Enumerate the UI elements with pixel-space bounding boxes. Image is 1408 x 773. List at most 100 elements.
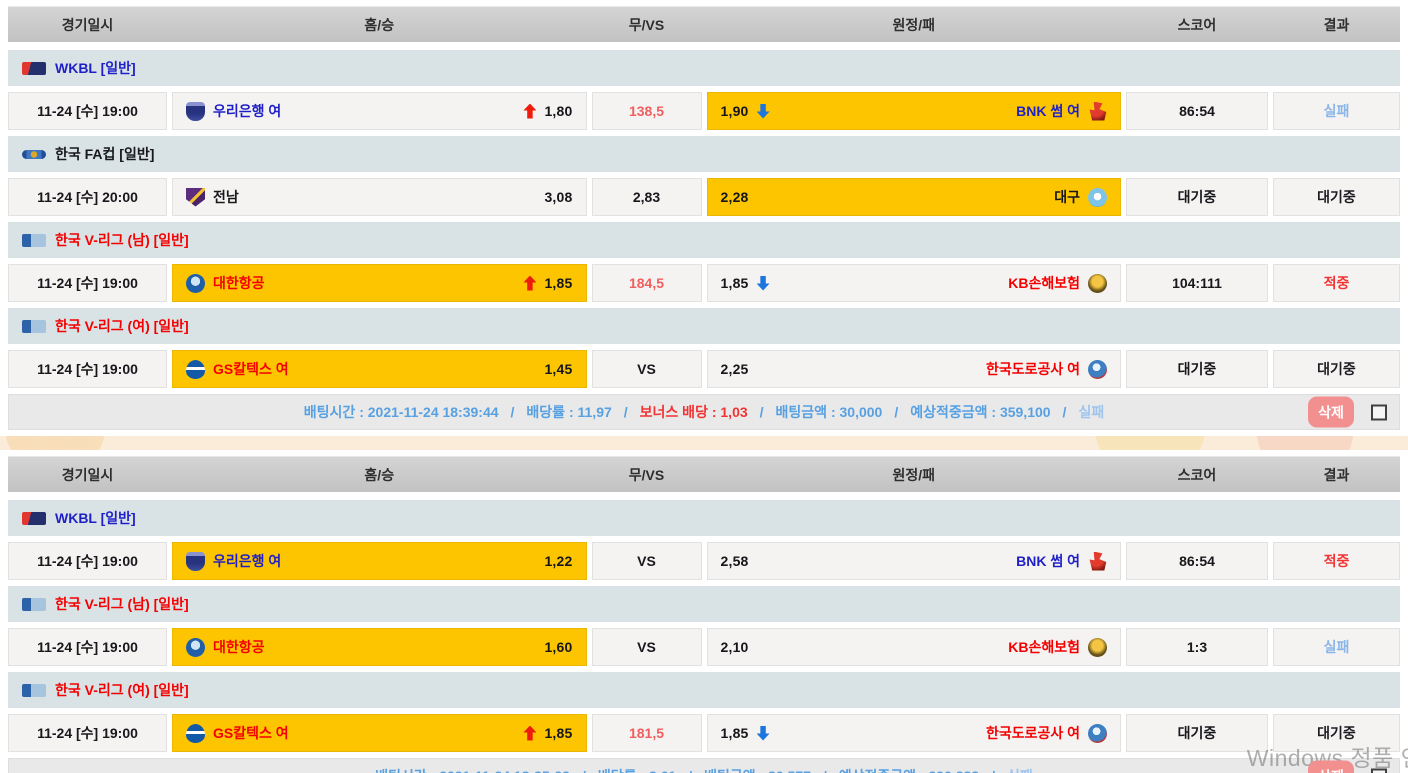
away-bet-cell: 1,85 KB손해보험	[706, 264, 1121, 302]
league-header: 한국 V-리그 (남) [일반]	[8, 222, 1400, 258]
result-cell: 적중	[1273, 542, 1400, 580]
odds-trend-arrow-icon	[756, 725, 770, 741]
home-team-logo-icon	[186, 273, 205, 293]
expected-winnings: 예상적중금액 : 359,100	[910, 404, 1051, 420]
bonus-odds: 보너스 배당 : 1,03	[639, 404, 748, 420]
result-cell: 대기중	[1273, 714, 1400, 752]
match-datetime: 11-24 [수] 20:00	[8, 178, 167, 216]
wkbl-league-icon	[22, 61, 46, 75]
match-datetime: 11-24 [수] 19:00	[8, 714, 167, 752]
bet-result-status: 실패	[1078, 404, 1105, 420]
home-team-logo-icon	[186, 551, 205, 571]
col-header-home: 홈/승	[364, 466, 395, 483]
bet-slip-card: 경기일시 홈/승 무/VS 원정/패 스코어 결과 WKBL [일반] 11-2…	[0, 0, 1408, 436]
score-cell: 대기중	[1126, 178, 1268, 216]
col-header-score: 스코어	[1177, 16, 1217, 33]
delete-button[interactable]: 삭제	[1308, 396, 1354, 428]
v-league-icon	[22, 233, 46, 247]
delete-select-checkbox[interactable]	[1371, 768, 1387, 773]
home-odds: 1,22	[544, 553, 573, 569]
table-header: 경기일시 홈/승 무/VS 원정/패 스코어 결과	[8, 6, 1400, 42]
odds-trend-arrow-icon	[756, 103, 770, 119]
game-row: 11-24 [수] 20:00 전남 3,08 2,83 2,28 대구 대기중…	[8, 178, 1400, 216]
league-name: 한국 V-리그 (남) [일반]	[55, 232, 189, 248]
home-odds: 1,80	[544, 103, 573, 119]
league-header: 한국 V-리그 (여) [일반]	[8, 672, 1400, 708]
draw-vs-cell: 181,5	[591, 714, 702, 752]
odds-trend-arrow-icon	[523, 725, 537, 741]
total-odds: 배당률 : 3,61	[598, 766, 676, 773]
score-cell: 1:3	[1126, 628, 1268, 666]
delete-select-checkbox[interactable]	[1371, 404, 1387, 420]
table-header: 경기일시 홈/승 무/VS 원정/패 스코어 결과	[8, 456, 1400, 492]
match-datetime: 11-24 [수] 19:00	[8, 350, 167, 388]
wkbl-league-icon	[22, 511, 46, 525]
away-odds: 1,85	[720, 725, 749, 741]
col-header-score: 스코어	[1177, 466, 1217, 483]
away-team-logo-icon	[1089, 551, 1107, 571]
home-team-name: 우리은행 여	[213, 103, 282, 119]
home-team-logo-icon	[186, 637, 205, 657]
delete-button[interactable]: 삭제	[1308, 760, 1354, 773]
match-datetime: 11-24 [수] 19:00	[8, 92, 167, 130]
result-cell: 실패	[1273, 92, 1400, 130]
league-name: 한국 V-리그 (남) [일반]	[55, 596, 189, 612]
odds-trend-arrow-icon	[756, 275, 770, 291]
home-bet-cell: 대한항공 1,85	[172, 264, 587, 302]
col-header-result: 결과	[1323, 466, 1350, 483]
away-team-logo-icon	[1088, 359, 1107, 379]
away-odds: 1,90	[720, 103, 749, 119]
col-header-datetime: 경기일시	[61, 16, 114, 33]
away-team-name: 한국도로공사 여	[985, 361, 1080, 377]
col-header-result: 결과	[1323, 16, 1350, 33]
home-team-name: 대한항공	[213, 275, 265, 291]
home-odds: 1,45	[544, 361, 573, 377]
draw-vs-cell: VS	[591, 350, 702, 388]
league-name: 한국 V-리그 (여) [일반]	[55, 318, 189, 334]
away-team-name: 한국도로공사 여	[985, 725, 1080, 741]
home-team-name: GS칼텍스 여	[213, 361, 289, 377]
bet-summary-row: 배팅시간 : 2021-11-24 18:39:44 / 배당률 : 11,97…	[8, 394, 1400, 430]
away-odds: 2,58	[720, 553, 749, 569]
home-odds: 3,08	[544, 189, 573, 205]
home-team-logo-icon	[186, 187, 205, 207]
score-cell: 86:54	[1126, 542, 1268, 580]
away-team-logo-icon	[1088, 637, 1107, 657]
home-team-name: GS칼텍스 여	[213, 725, 289, 741]
home-bet-cell: GS칼텍스 여 1,45	[172, 350, 587, 388]
away-team-name: 대구	[1054, 189, 1080, 205]
home-bet-cell: 전남 3,08	[172, 178, 587, 216]
game-row: 11-24 [수] 19:00 대한항공 1,85 184,5 1,85 KB손…	[8, 264, 1400, 302]
home-bet-cell: GS칼텍스 여 1,85	[172, 714, 587, 752]
away-team-logo-icon	[1088, 723, 1107, 743]
game-row: 11-24 [수] 19:00 우리은행 여 1,22 VS 2,58 BNK …	[8, 542, 1400, 580]
home-team-name: 전남	[213, 189, 239, 205]
bet-summary-row: 배팅시간 : 2021-11-24 18:35:22 / 배당률 : 3,61 …	[8, 758, 1400, 773]
game-row: 11-24 [수] 19:00 우리은행 여 1,80 138,5 1,90 B…	[8, 92, 1400, 130]
home-team-name: 우리은행 여	[213, 553, 282, 569]
away-team-logo-icon	[1089, 101, 1107, 121]
draw-vs-cell: 138,5	[591, 92, 702, 130]
col-header-away: 원정/패	[892, 466, 936, 483]
away-bet-cell: 1,90 BNK 썸 여	[706, 92, 1121, 130]
home-team-logo-icon	[186, 101, 205, 121]
col-header-draw: 무/VS	[628, 466, 665, 483]
result-cell: 대기중	[1273, 350, 1400, 388]
game-row: 11-24 [수] 19:00 대한항공 1,60 VS 2,10 KB손해보험…	[8, 628, 1400, 666]
home-team-logo-icon	[186, 723, 205, 743]
odds-trend-arrow-icon	[523, 103, 537, 119]
bet-amount: 배팅금액 : 30,000	[775, 404, 883, 420]
home-odds: 1,85	[544, 725, 573, 741]
league-name: 한국 FA컵 [일반]	[55, 146, 155, 162]
draw-vs-cell: VS	[591, 542, 702, 580]
home-bet-cell: 우리은행 여 1,80	[172, 92, 587, 130]
away-bet-cell: 2,10 KB손해보험	[706, 628, 1121, 666]
bet-amount: 배팅금액 : 80,577	[704, 766, 811, 773]
match-datetime: 11-24 [수] 19:00	[8, 628, 167, 666]
match-datetime: 11-24 [수] 19:00	[8, 542, 167, 580]
away-bet-cell: 2,58 BNK 썸 여	[706, 542, 1121, 580]
result-cell: 실패	[1273, 628, 1400, 666]
score-cell: 104:111	[1126, 264, 1268, 302]
league-header: WKBL [일반]	[8, 50, 1400, 86]
league-name: 한국 V-리그 (여) [일반]	[55, 682, 189, 698]
